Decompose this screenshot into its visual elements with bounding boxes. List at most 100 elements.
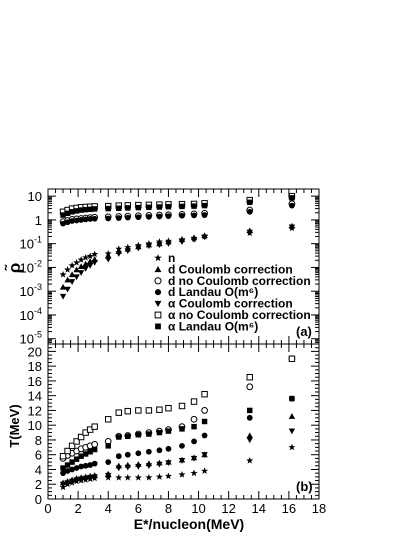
legend-marker xyxy=(155,323,161,330)
data-point xyxy=(191,203,197,209)
data-point xyxy=(135,432,142,438)
legend-entry: d Coulomb correction xyxy=(168,262,293,276)
data-point xyxy=(145,448,152,455)
data-point xyxy=(60,220,66,227)
data-point xyxy=(146,431,152,437)
series-5 xyxy=(59,355,296,460)
panel-b-label: (b) xyxy=(296,479,313,494)
legend-entry: α Coulomb correction xyxy=(168,297,293,311)
data-point xyxy=(78,217,85,223)
data-point xyxy=(68,271,76,278)
data-point xyxy=(289,395,295,402)
data-point xyxy=(289,202,295,209)
data-point xyxy=(86,258,94,264)
data-point xyxy=(178,402,186,410)
data-point xyxy=(77,270,85,276)
data-point xyxy=(201,212,208,218)
x-tick-label: 10 xyxy=(191,501,205,516)
panel-a-y-axis-title: ρ̃ xyxy=(4,263,24,274)
data-point xyxy=(145,473,153,481)
series-3 xyxy=(60,202,295,227)
data-point xyxy=(116,434,122,440)
data-point xyxy=(179,203,185,210)
data-point xyxy=(115,453,122,460)
data-point xyxy=(191,423,197,430)
y-tick-label: 12 xyxy=(28,403,42,418)
data-point xyxy=(77,476,85,483)
data-point xyxy=(146,204,152,211)
data-point xyxy=(134,473,142,481)
x-tick-label: 6 xyxy=(135,501,142,516)
data-point xyxy=(64,480,71,486)
data-point xyxy=(165,213,172,219)
data-point xyxy=(190,455,198,462)
panel-a-y-tick-labels: 10-5 10-4 10-3 10-2 10-1 1 10 xyxy=(20,189,42,347)
data-point xyxy=(288,443,296,451)
data-point xyxy=(68,442,76,450)
data-point xyxy=(201,407,208,414)
series-3 xyxy=(60,395,295,477)
data-point xyxy=(190,236,198,243)
panel-a-label: (a) xyxy=(296,324,312,339)
data-point xyxy=(73,477,80,484)
data-point xyxy=(60,465,66,471)
data-point xyxy=(91,260,98,266)
data-point xyxy=(82,216,89,223)
legend-entry: d no Coulomb correction xyxy=(168,274,311,288)
data-point xyxy=(73,258,81,266)
data-point xyxy=(86,475,94,481)
data-point xyxy=(69,459,75,465)
data-point xyxy=(145,463,153,469)
data-point xyxy=(191,212,197,219)
data-point xyxy=(145,407,153,414)
data-point xyxy=(156,447,163,454)
data-point xyxy=(105,416,112,423)
y-tick-label: 2 xyxy=(35,477,42,492)
data-point xyxy=(246,208,253,215)
data-point xyxy=(105,256,112,263)
data-point xyxy=(73,465,80,471)
data-point xyxy=(124,464,131,471)
data-point xyxy=(64,276,71,283)
x-tick-label: 18 xyxy=(312,501,326,516)
data-point xyxy=(246,229,253,236)
data-point xyxy=(125,205,131,211)
data-point xyxy=(179,442,185,449)
y-tick-label: 4 xyxy=(35,462,42,477)
data-point xyxy=(64,210,71,217)
legend-entry: α no Coulomb correction xyxy=(168,308,311,322)
data-point xyxy=(246,373,253,381)
legend-entry: α Landau O(m⁶) xyxy=(168,319,258,333)
data-point xyxy=(73,217,80,224)
data-point xyxy=(135,450,142,457)
data-point xyxy=(156,242,163,248)
data-point xyxy=(288,428,296,435)
data-point xyxy=(59,481,67,488)
data-point xyxy=(82,253,90,261)
data-point xyxy=(156,213,163,220)
data-point xyxy=(246,432,253,439)
y-tick-label: 18 xyxy=(28,359,42,374)
data-point xyxy=(82,206,89,213)
data-point xyxy=(135,245,142,252)
data-point xyxy=(288,355,296,362)
data-point xyxy=(91,206,98,212)
data-point xyxy=(165,445,172,452)
data-point xyxy=(115,215,122,221)
data-point xyxy=(86,262,94,269)
panel-a: 10-5 10-4 10-3 10-2 10-1 1 10 ρ̃ nd Coulomb co… xyxy=(4,188,320,347)
data-point xyxy=(77,263,85,270)
data-point xyxy=(156,204,163,210)
legend-marker xyxy=(154,311,162,319)
data-point xyxy=(68,279,76,285)
data-point xyxy=(69,209,75,215)
data-point xyxy=(78,453,84,459)
data-point xyxy=(82,265,89,272)
data-point xyxy=(165,460,172,467)
data-point xyxy=(165,203,172,210)
y-tick-label: 14 xyxy=(28,389,42,404)
y-tick-label: 0 xyxy=(35,492,42,507)
data-point xyxy=(201,202,208,209)
x-tick-label: 2 xyxy=(74,501,81,516)
